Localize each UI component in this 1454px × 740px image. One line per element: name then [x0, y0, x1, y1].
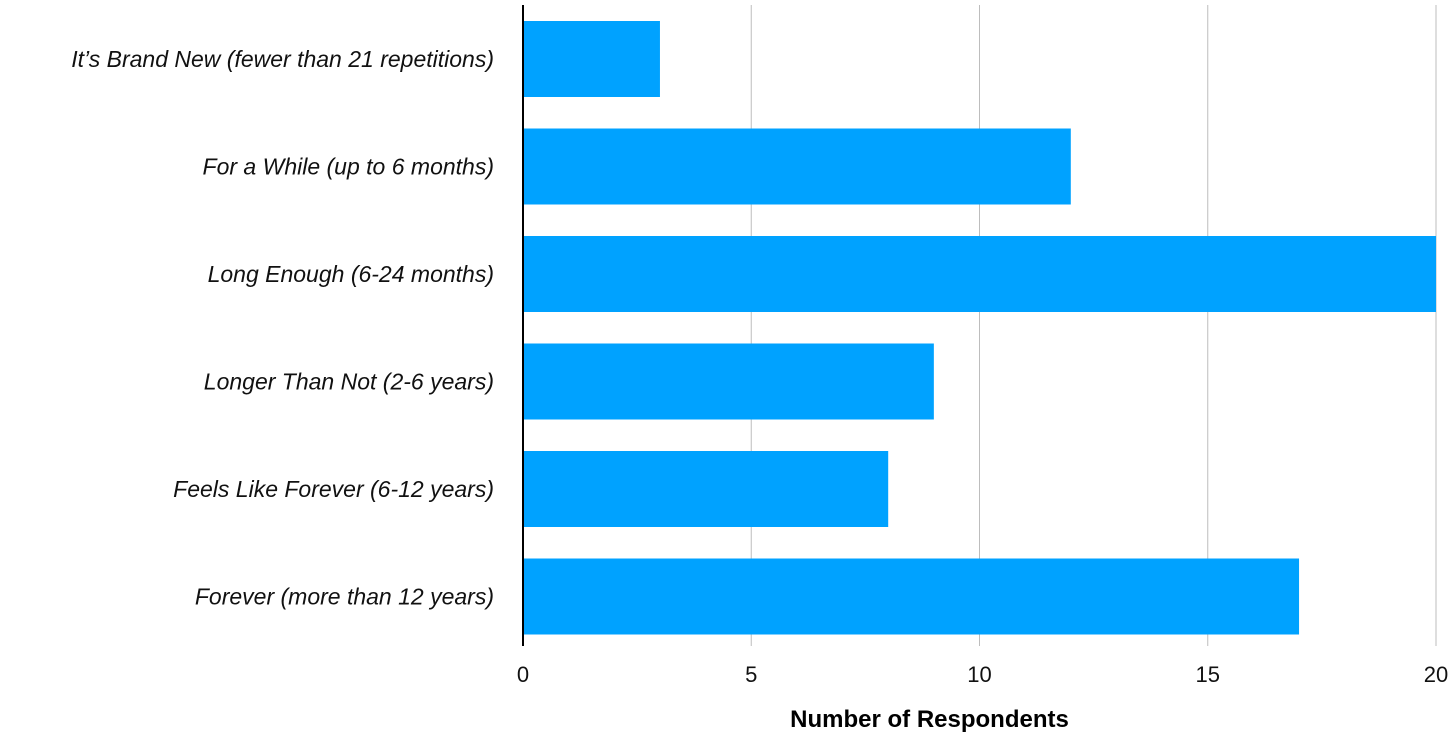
bar: [523, 236, 1436, 312]
category-label: Longer Than Not (2-6 years): [204, 369, 494, 395]
bar: [523, 128, 1071, 205]
gridlines: [750, 5, 1437, 646]
x-tick-label: 10: [967, 662, 991, 687]
category-label: Feels Like Forever (6-12 years): [173, 476, 494, 502]
bars: [523, 21, 1436, 635]
x-tick-label: 15: [1196, 662, 1220, 687]
bar: [523, 343, 934, 420]
x-tick-labels: 0 5 10 15 20: [517, 662, 1448, 687]
x-tick-label: 20: [1424, 662, 1448, 687]
category-label: Forever (more than 12 years): [195, 584, 494, 610]
category-label: It’s Brand New (fewer than 21 repetition…: [71, 46, 494, 72]
category-label: Long Enough (6-24 months): [208, 261, 494, 287]
category-labels: It’s Brand New (fewer than 21 repetition…: [71, 46, 494, 610]
x-tick-label: 5: [745, 662, 757, 687]
bar: [523, 21, 660, 97]
bar: [523, 451, 889, 527]
category-label: For a While (up to 6 months): [203, 154, 494, 180]
x-tick-label: 0: [517, 662, 529, 687]
x-axis-title: Number of Respondents: [790, 706, 1069, 733]
bar: [523, 558, 1300, 635]
